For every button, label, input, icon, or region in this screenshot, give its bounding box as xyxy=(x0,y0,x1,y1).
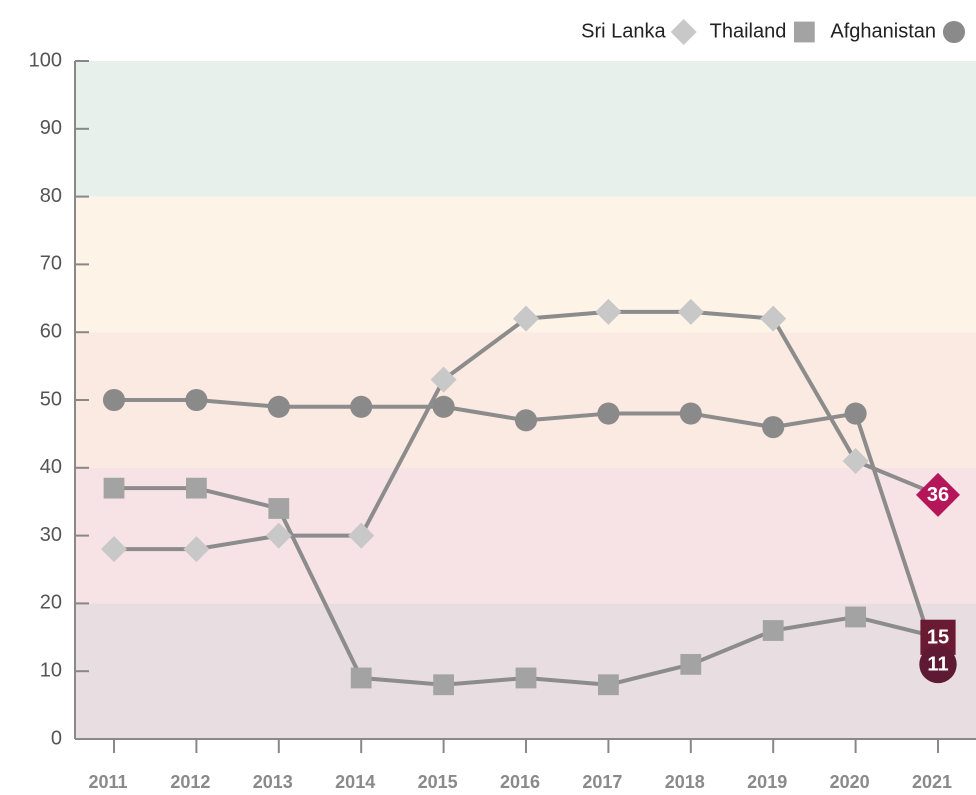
value-label: 15 xyxy=(927,627,949,649)
diamond-marker xyxy=(677,298,704,325)
square-marker xyxy=(268,498,290,519)
diamond-marker xyxy=(760,305,787,332)
diamond-marker xyxy=(595,298,622,325)
y-tick-label: 100 xyxy=(29,49,62,71)
diamond-marker xyxy=(916,472,960,517)
y-tick-label: 60 xyxy=(40,320,62,342)
diamond-marker xyxy=(265,522,292,549)
diamond-marker xyxy=(430,366,457,393)
x-tick-label: 2018 xyxy=(665,772,705,792)
circle-marker xyxy=(844,402,867,425)
legend-label: Thailand xyxy=(710,20,787,42)
circle-marker xyxy=(267,395,290,418)
legend-label: Afghanistan xyxy=(830,20,936,42)
value-label: 36 xyxy=(927,484,949,506)
circle-marker xyxy=(919,645,957,684)
diamond-marker xyxy=(513,305,539,332)
circle-marker xyxy=(432,395,455,418)
y-tick-label: 50 xyxy=(40,388,62,410)
square-marker xyxy=(680,654,702,675)
square-marker xyxy=(845,606,866,628)
y-tick-label: 70 xyxy=(40,253,62,275)
y-tick-label: 0 xyxy=(51,727,62,749)
value-label: 11 xyxy=(927,654,948,676)
x-tick-label: 2011 xyxy=(88,772,127,792)
band xyxy=(75,467,976,604)
y-tick-label: 90 xyxy=(40,117,62,139)
square-marker xyxy=(350,667,372,689)
x-tick-label: 2021 xyxy=(912,772,952,792)
x-tick-label: 2015 xyxy=(418,772,458,792)
y-tick-label: 20 xyxy=(40,592,62,614)
circle-marker xyxy=(762,416,785,439)
diamond-marker xyxy=(842,448,869,475)
square-marker xyxy=(103,477,125,499)
y-tick-label: 30 xyxy=(40,524,62,546)
x-tick-label: 2013 xyxy=(253,772,293,792)
legend-label: Sri Lanka xyxy=(581,20,666,42)
square-marker xyxy=(186,477,207,499)
x-tick-label: 2017 xyxy=(582,772,622,792)
legend-marker xyxy=(793,21,815,43)
x-tick-label: 2020 xyxy=(830,772,870,792)
x-tick-label: 2016 xyxy=(500,772,540,792)
band xyxy=(75,61,976,197)
square-marker xyxy=(762,620,784,641)
square-marker xyxy=(433,674,454,696)
diamond-marker xyxy=(183,536,210,563)
legend-marker xyxy=(942,20,966,44)
x-tick-label: 2012 xyxy=(170,772,210,792)
x-tick-label: 2014 xyxy=(335,772,375,792)
circle-marker xyxy=(185,388,208,412)
band xyxy=(75,332,976,468)
y-tick-label: 80 xyxy=(40,185,62,207)
diamond-marker xyxy=(101,536,127,563)
y-tick-label: 40 xyxy=(40,456,62,478)
circle-marker xyxy=(514,409,538,432)
diamond-marker xyxy=(348,522,375,549)
x-tick-label: 2019 xyxy=(747,772,787,792)
circle-marker xyxy=(597,402,620,425)
circle-marker xyxy=(350,395,373,418)
square-marker xyxy=(515,667,537,689)
y-tick-label: 10 xyxy=(40,659,62,681)
legend-marker xyxy=(670,19,697,45)
circle-marker xyxy=(102,388,126,412)
circle-marker xyxy=(679,402,702,425)
square-marker xyxy=(598,674,619,696)
